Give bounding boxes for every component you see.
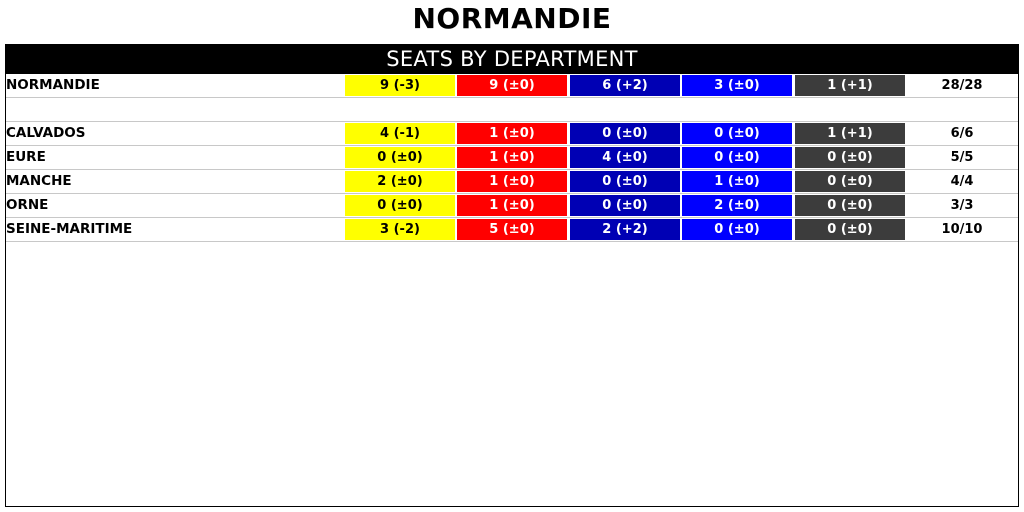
total-seats: 10/10 (941, 222, 983, 237)
party1-seats-cell: 0 (±0) (345, 195, 455, 216)
table-row-summary: NORMANDIE 9 (-3) 9 (±0) 6 (+2) 3 (±0) 1 … (6, 74, 1018, 98)
row-label: CALVADOS (6, 125, 86, 141)
row-label: ORNE (6, 197, 49, 213)
party5-seats-cell: 0 (±0) (795, 195, 905, 216)
party1-seats-cell: 4 (-1) (345, 123, 455, 144)
row-label: EURE (6, 149, 46, 165)
party2-seats-cell: 1 (±0) (457, 171, 567, 192)
row-label: NORMANDIE (6, 77, 100, 93)
party1-seats-cell: 0 (±0) (345, 147, 455, 168)
total-seats: 4/4 (950, 174, 974, 189)
party2-seats-cell: 9 (±0) (457, 75, 567, 96)
table-row: CALVADOS 4 (-1) 1 (±0) 0 (±0) 0 (±0) 1 (… (6, 122, 1018, 146)
party2-seats-cell: 1 (±0) (457, 147, 567, 168)
party3-seats-cell: 0 (±0) (570, 123, 680, 144)
total-seats: 6/6 (950, 126, 974, 141)
party4-seats-cell: 1 (±0) (682, 171, 792, 192)
party3-seats-cell: 6 (+2) (570, 75, 680, 96)
party2-seats-cell: 1 (±0) (457, 195, 567, 216)
party5-seats-cell: 1 (+1) (795, 75, 905, 96)
total-seats: 5/5 (950, 150, 974, 165)
party3-seats-cell: 0 (±0) (570, 195, 680, 216)
party3-seats-cell: 2 (+2) (570, 219, 680, 240)
party5-seats-cell: 1 (+1) (795, 123, 905, 144)
total-seats: 3/3 (950, 198, 974, 213)
party2-seats-cell: 5 (±0) (457, 219, 567, 240)
table-row: SEINE-MARITIME 3 (-2) 5 (±0) 2 (+2) 0 (±… (6, 218, 1018, 242)
party4-seats-cell: 3 (±0) (682, 75, 792, 96)
party3-seats-cell: 4 (±0) (570, 147, 680, 168)
party5-seats-cell: 0 (±0) (795, 219, 905, 240)
table-row: EURE 0 (±0) 1 (±0) 4 (±0) 0 (±0) 0 (±0) … (6, 146, 1018, 170)
party4-seats-cell: 0 (±0) (682, 147, 792, 168)
panel-header: SEATS BY DEPARTMENT (5, 44, 1019, 74)
party5-seats-cell: 0 (±0) (795, 147, 905, 168)
party2-seats-cell: 1 (±0) (457, 123, 567, 144)
spacer-row (6, 98, 1018, 122)
row-label: SEINE-MARITIME (6, 221, 133, 237)
party1-seats-cell: 2 (±0) (345, 171, 455, 192)
page-title: NORMANDIE (412, 2, 612, 35)
table-row: ORNE 0 (±0) 1 (±0) 0 (±0) 2 (±0) 0 (±0) … (6, 194, 1018, 218)
seats-panel: SEATS BY DEPARTMENT NORMANDIE 9 (-3) 9 (… (5, 44, 1019, 507)
table-row: MANCHE 2 (±0) 1 (±0) 0 (±0) 1 (±0) 0 (±0… (6, 170, 1018, 194)
party1-seats-cell: 9 (-3) (345, 75, 455, 96)
party4-seats-cell: 0 (±0) (682, 123, 792, 144)
party4-seats-cell: 2 (±0) (682, 195, 792, 216)
party5-seats-cell: 0 (±0) (795, 171, 905, 192)
row-label: MANCHE (6, 173, 72, 189)
party3-seats-cell: 0 (±0) (570, 171, 680, 192)
total-seats: 28/28 (941, 78, 983, 93)
party1-seats-cell: 3 (-2) (345, 219, 455, 240)
party4-seats-cell: 0 (±0) (682, 219, 792, 240)
